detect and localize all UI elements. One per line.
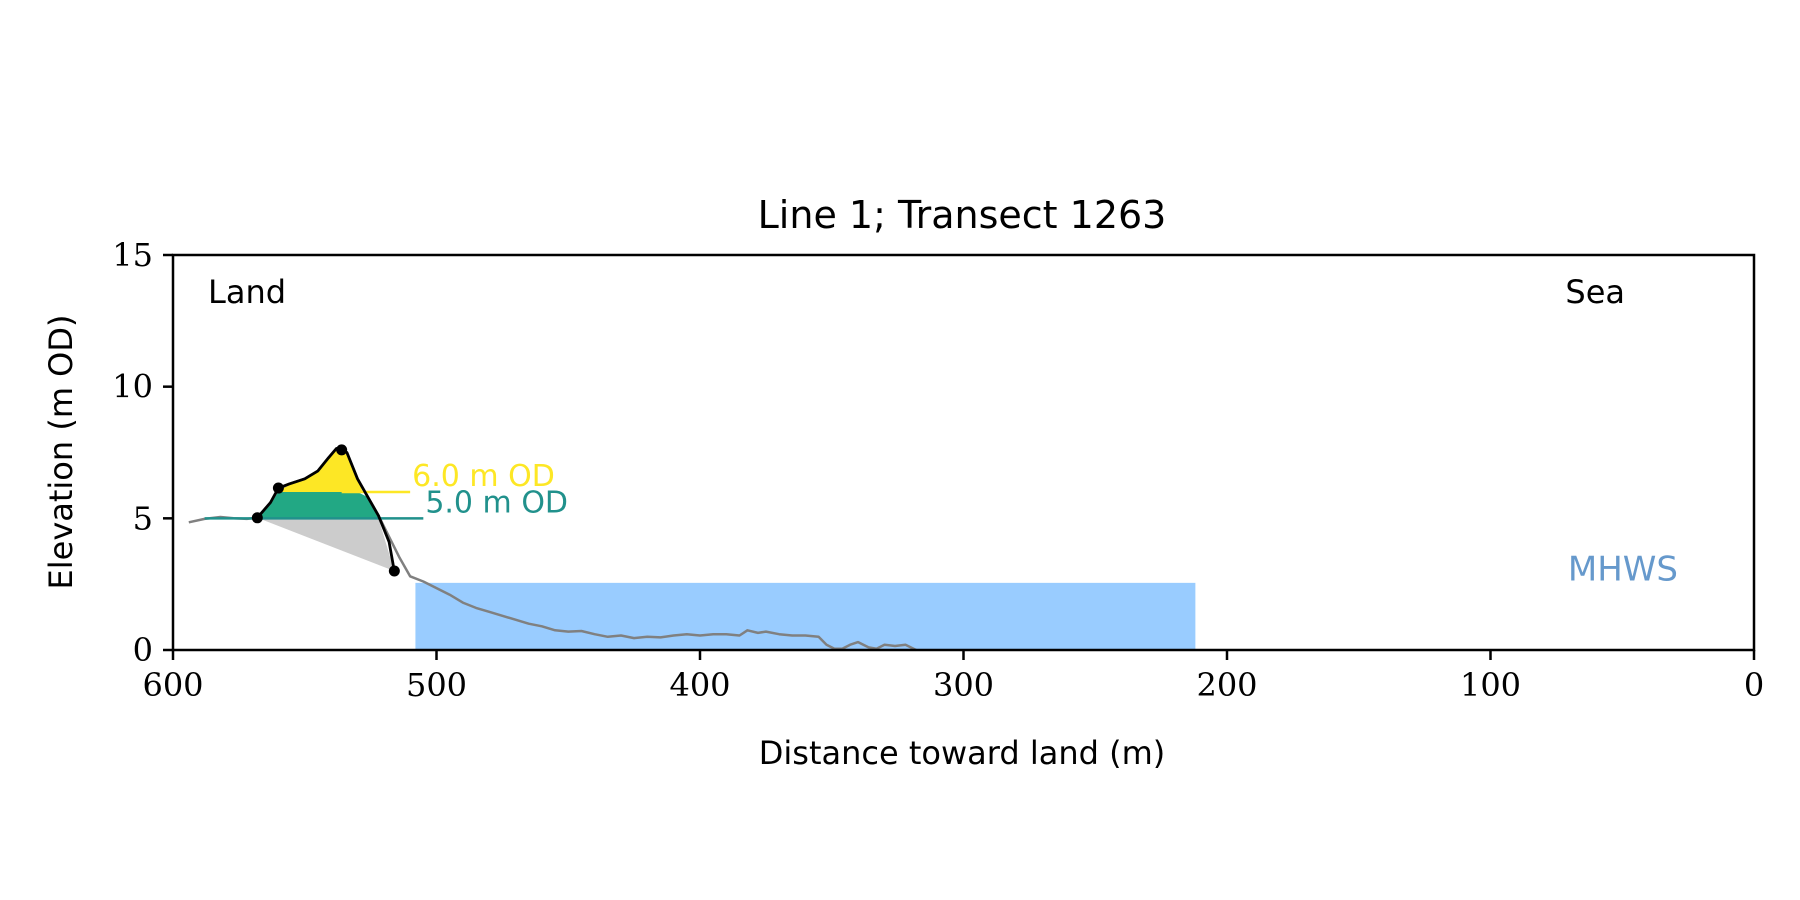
y-tick-label-2: 10 [112,368,153,406]
mhws-label: MHWS [1568,549,1678,589]
mhws-water-fill [415,582,1196,650]
dune-fill-5-6m [257,492,379,519]
x-axis-label: Distance toward land (m) [759,734,1165,772]
dune-marker-2 [272,482,284,494]
x-tick-label-1: 500 [406,666,467,704]
dune-marker-1 [251,512,263,524]
x-tick-label-6: 0 [1744,666,1764,704]
y-tick-label-1: 5 [133,499,153,537]
plot-area: MHWS 6.0 m OD5.0 m OD [188,444,1678,652]
dune-fill-below-5m [257,517,395,571]
dune-marker-4 [388,565,400,577]
dune-marker-3 [336,444,348,456]
x-tick-label-5: 100 [1460,666,1521,704]
axis-ticks: 600 500 400 300 200 100 0 0 5 10 15 [112,236,1764,704]
land-label: Land [208,273,286,311]
y-axis-label: Elevation (m OD) [42,315,80,590]
x-tick-label-3: 300 [933,666,994,704]
sea-label: Sea [1565,273,1625,311]
dune-fill-above-6m [278,448,363,492]
y-tick-label-3: 15 [112,236,153,274]
x-tick-label-2: 400 [669,666,730,704]
x-tick-label-0: 600 [142,666,203,704]
level-label-1: 6.0 m OD [412,459,555,494]
x-tick-label-4: 200 [1196,666,1257,704]
y-tick-label-0: 0 [133,631,153,669]
level-label-2: 5.0 m OD [425,485,568,520]
chart-title: Line 1; Transect 1263 [758,193,1167,237]
